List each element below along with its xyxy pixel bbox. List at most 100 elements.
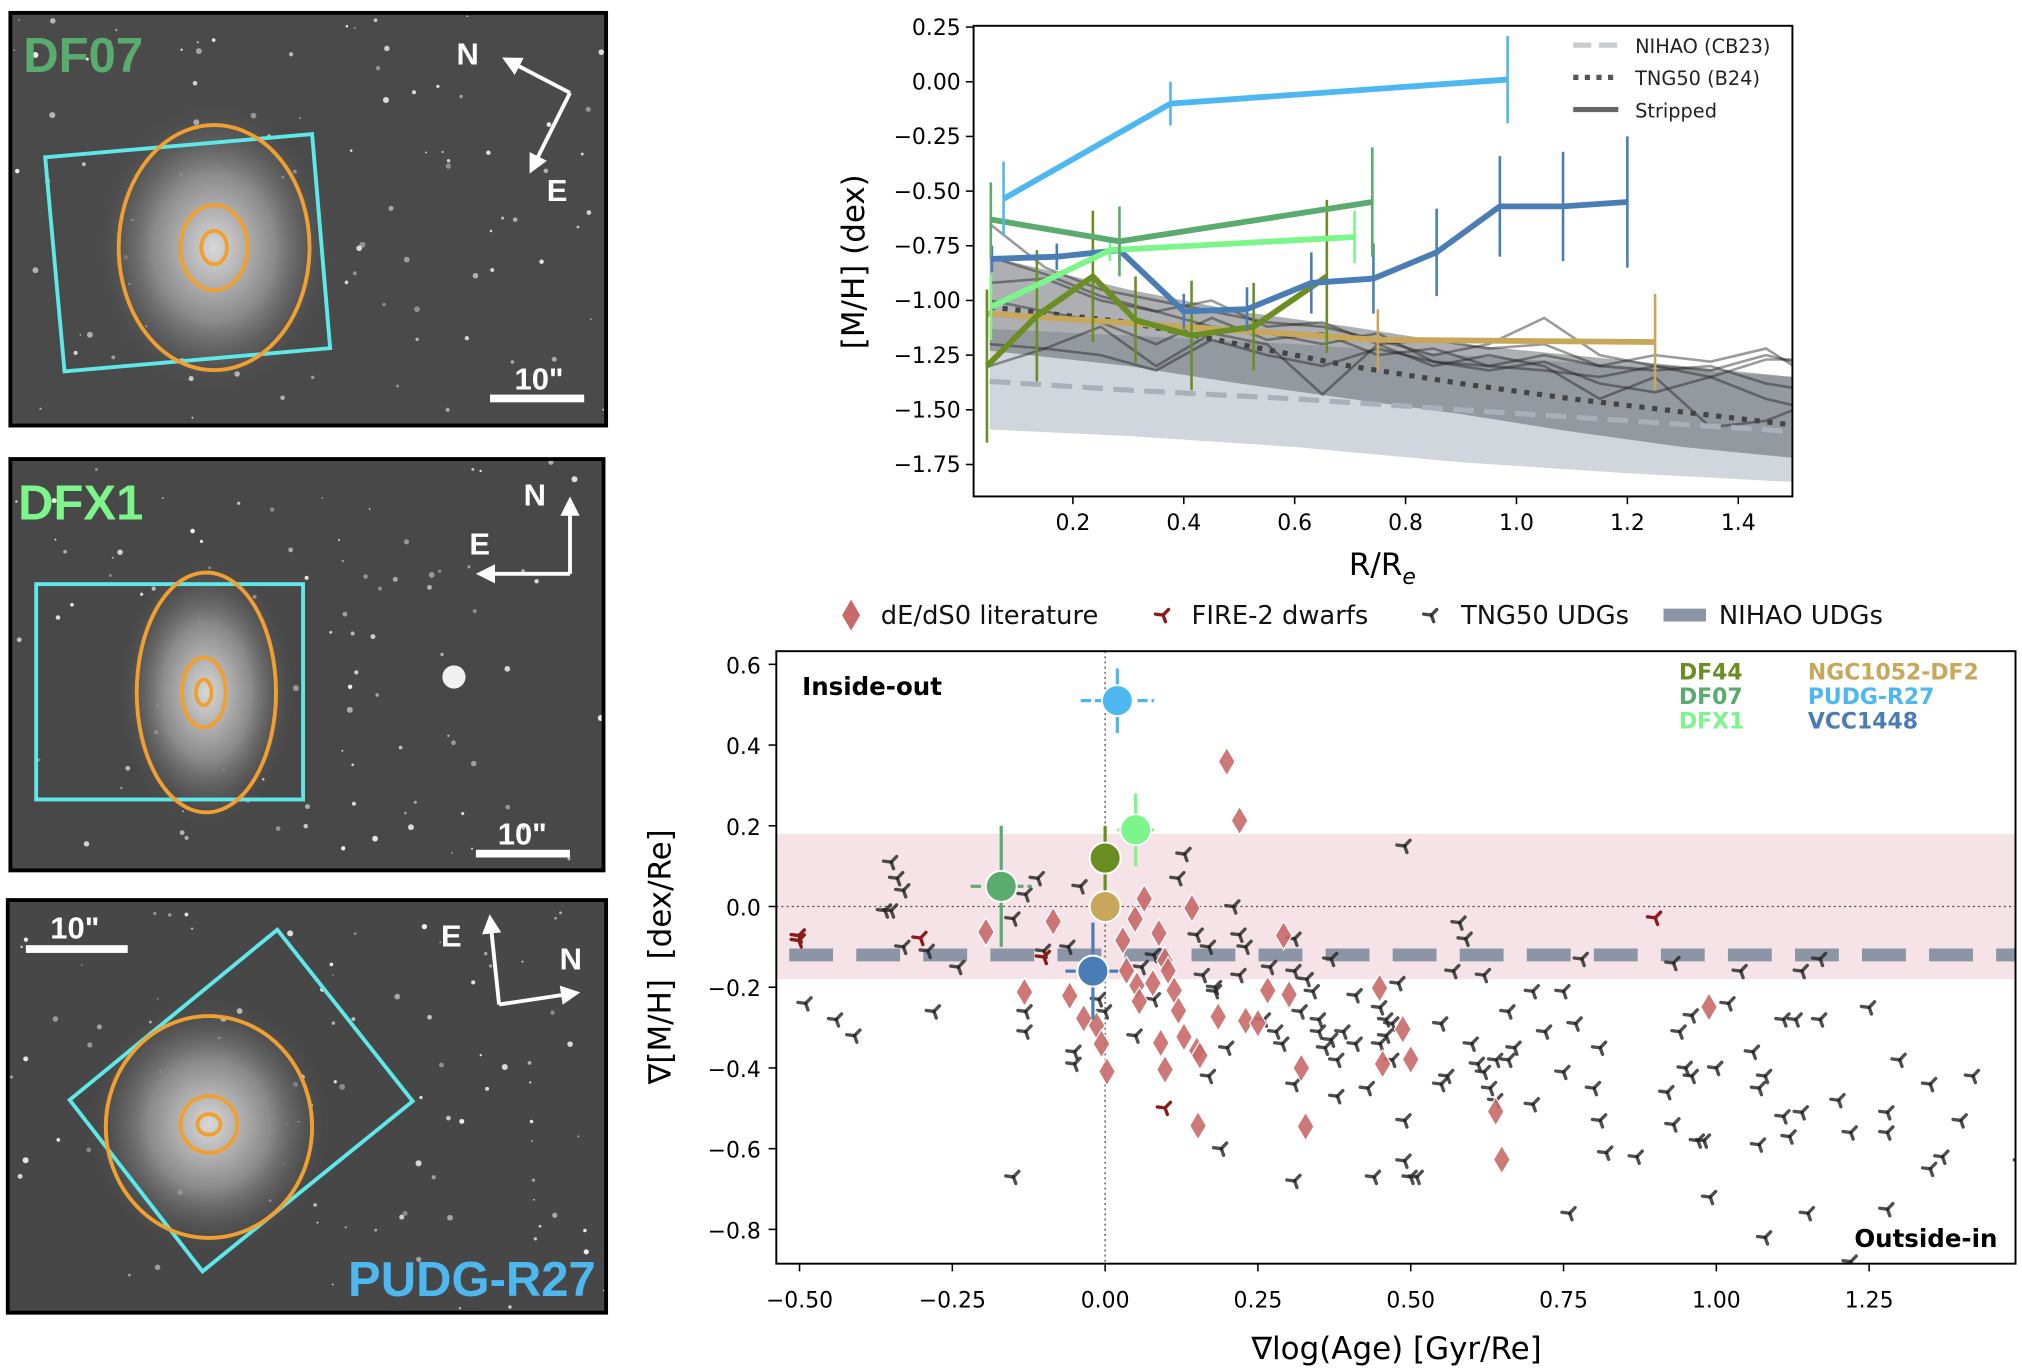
tng50-point [1627,1149,1644,1165]
scale-bar [475,849,570,858]
star [531,1140,534,1143]
star [445,163,452,169]
star [338,538,341,541]
isophote-ellipse-middle [178,203,250,293]
star [329,630,333,634]
star [161,497,164,499]
star [154,1264,161,1271]
x-tick-label: 1.0 [1499,511,1534,536]
star [195,48,202,55]
legend-df44: DF44 [1679,661,1743,686]
literature-point [1143,967,1162,999]
star [363,574,368,579]
tng50-point [1376,1028,1394,1044]
tng50-point [1095,1004,1113,1020]
x-axis-label: ∇log(Age) [Gyr/Re] [1250,1331,1541,1367]
scale-bar-label: 10" [515,361,564,396]
x-tick-label: 0.2 [1055,511,1090,536]
y-tick-label: −1.50 [894,399,961,424]
star [20,945,23,949]
star [559,911,562,915]
tng50-point [1175,846,1192,863]
literature-point [1190,1039,1209,1071]
star [81,162,86,167]
tng50-point [1016,887,1033,903]
star [18,19,20,21]
star [54,538,57,541]
star [438,569,442,573]
tng50-point [1193,967,1211,984]
star [521,960,524,963]
star [321,496,324,499]
tng50-point [1236,939,1253,956]
galaxy-point-dfx1 [1117,793,1155,867]
legend-label: dE/dS0 literature [881,601,1099,631]
tng50-point [1554,1064,1571,1081]
tng50-point [1346,988,1363,1004]
tng50-point [1676,1060,1693,1077]
y-tick-label: 0.00 [912,70,961,95]
y-tick-label: 0.2 [726,816,761,841]
y-tick-label: 0.0 [726,897,761,922]
tng50-point [1444,963,1461,980]
tng50-point [1004,1169,1021,1186]
tng50-point [1395,838,1412,855]
star [303,823,309,829]
star [384,45,390,52]
tng50-point [1920,1076,1938,1093]
tng50-point [1016,1024,1033,1040]
tng50-point [1144,992,1162,1008]
star [458,1306,462,1310]
y-tick-label: −0.25 [894,125,961,150]
tng50-point [1309,1024,1327,1040]
tng50-point [1920,1161,1938,1178]
star [352,801,356,806]
x-tick-label: 0.00 [1081,1289,1130,1314]
star [472,272,479,279]
isophote-ellipse-middle [178,1094,240,1155]
tng50-point [894,883,911,899]
star [352,271,357,276]
star [567,857,571,861]
star [190,927,194,930]
x-tick-label: 0.4 [1166,511,1201,536]
star [304,575,309,580]
star [539,259,544,264]
tng50-point [887,870,905,887]
star [120,786,123,790]
x-tick-label: 0.75 [1539,1289,1588,1314]
ticks: 0.2 0.4 0.6 0.8 1.0 1.2 1.4 0.25 0.00 −0.25 −0.50 −… [894,16,1756,536]
star [451,740,456,746]
star [446,1115,451,1121]
star [416,1256,422,1262]
gradient-scatter-chart: −0.50 −0.25 0.00 0.25 0.50 0.75 1.00 1.25 0.6 0.4… [643,599,2017,1367]
tng50-point [826,1012,844,1028]
star [447,734,450,737]
legend-label: NIHAO (CB23) [1635,35,1770,58]
literature-point [1060,980,1079,1012]
y-axis-label: ∇[M/H] [dex/Re] [643,829,679,1085]
tng50-point [881,903,899,919]
tng50-point [1309,1012,1327,1028]
star [394,993,401,1000]
star [55,615,61,620]
panel-frame [8,457,606,873]
literature-point [1373,1048,1392,1080]
star [313,1203,317,1207]
tng50-point [1358,1080,1376,1097]
compass-arrows-icon [482,914,581,1007]
panel-frame [5,898,609,1315]
tng50-point [1260,959,1278,976]
stripped-line [989,277,1793,407]
star [351,1017,356,1021]
star [288,547,294,553]
star [471,980,476,985]
tng50-marker [1421,607,1439,624]
star [107,40,112,45]
star [479,469,482,473]
legend-label: TNG50 (B24) [1634,67,1760,90]
star [534,579,539,584]
y-tick-label: −1.75 [894,453,961,478]
x-tick-label: −0.25 [919,1289,986,1314]
star [504,666,511,672]
